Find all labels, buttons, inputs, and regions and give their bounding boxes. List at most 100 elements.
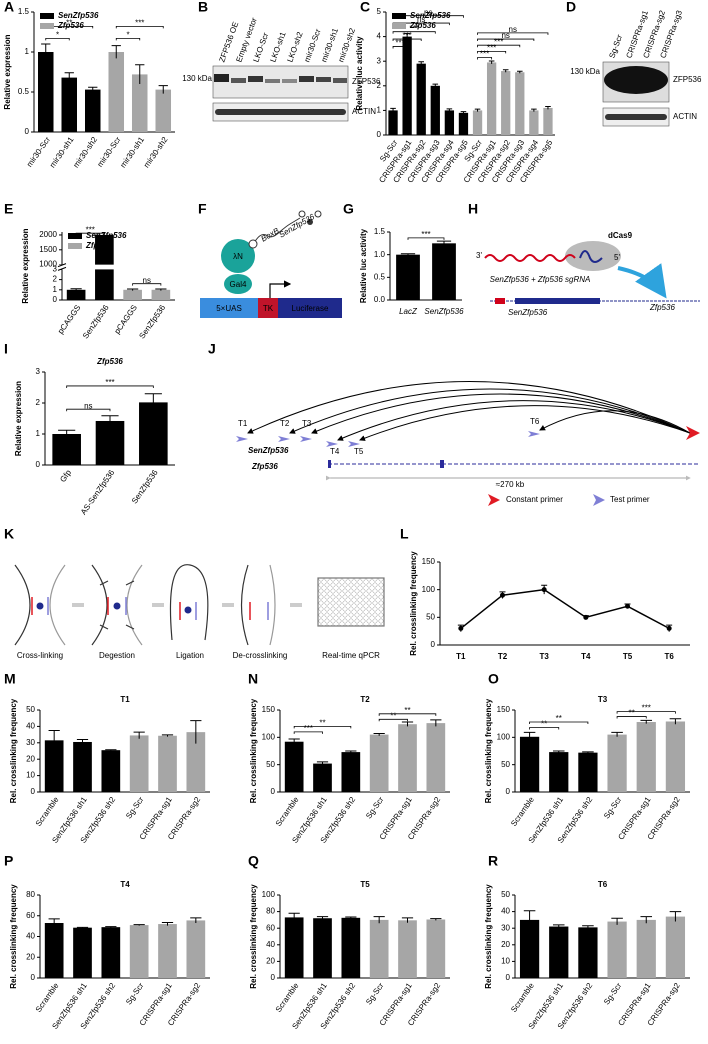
lane-label: LKO-sh1 bbox=[268, 30, 287, 63]
chromatin bbox=[126, 564, 143, 646]
legend-label: SenZfp536 bbox=[86, 231, 127, 240]
y-axis-label: Relative luc activity bbox=[359, 228, 368, 303]
x-tick-label: SenZfp536 bbox=[130, 468, 160, 506]
chromatin bbox=[49, 564, 66, 646]
chromatin bbox=[240, 564, 249, 646]
rna-bead bbox=[298, 210, 306, 218]
error-bar bbox=[76, 739, 89, 745]
bar bbox=[341, 752, 361, 792]
error-bar bbox=[611, 917, 623, 925]
lane-label: Sg-Scr bbox=[607, 33, 624, 59]
panel-label: B bbox=[198, 0, 208, 15]
error-bar bbox=[523, 910, 536, 930]
bar bbox=[44, 923, 64, 978]
rna-bead bbox=[314, 210, 322, 218]
x-tick-label: Gfp bbox=[58, 468, 73, 484]
luciferase-box bbox=[278, 298, 342, 318]
step-label: Cross-linking bbox=[17, 651, 63, 660]
panel-label: C bbox=[360, 0, 370, 15]
y-tick-label: 60 bbox=[26, 911, 35, 920]
bar bbox=[186, 732, 206, 792]
sgrna-loop bbox=[579, 250, 603, 263]
y-axis-label: Relative expression bbox=[3, 34, 12, 109]
bar bbox=[95, 420, 125, 465]
bar bbox=[636, 722, 656, 792]
y-tick-label: 3 bbox=[36, 367, 41, 376]
y-axis-label: Rel. crosslinking frequency bbox=[249, 698, 258, 803]
panel-label: A bbox=[4, 0, 14, 15]
significance-label: ns bbox=[417, 15, 425, 24]
y-tick-label: 0.5 bbox=[374, 272, 386, 281]
error-bar bbox=[430, 918, 442, 921]
bar bbox=[515, 72, 525, 135]
panel-label: N bbox=[248, 671, 258, 687]
break-mark bbox=[57, 263, 67, 271]
error-bar bbox=[373, 733, 385, 736]
constant-primer bbox=[686, 426, 700, 440]
error-bar bbox=[127, 288, 139, 291]
band-label: ACTIN bbox=[673, 112, 697, 121]
bar bbox=[108, 52, 125, 132]
y-tick-label: 1.5 bbox=[374, 227, 386, 236]
point bbox=[500, 592, 505, 598]
bar bbox=[158, 924, 177, 978]
error-bar bbox=[488, 60, 495, 64]
y-tick-label: 10 bbox=[501, 957, 510, 966]
error-bar bbox=[133, 924, 145, 926]
blot-band bbox=[214, 74, 229, 82]
error-bar bbox=[373, 916, 385, 924]
error-bar bbox=[316, 916, 329, 920]
significance-label: ** bbox=[66, 19, 72, 28]
error-bar bbox=[502, 69, 509, 73]
test-primer bbox=[236, 436, 248, 442]
significance-bracket bbox=[477, 32, 549, 35]
element-label: 5×UAS bbox=[216, 304, 242, 313]
primer-label: T2 bbox=[280, 419, 290, 428]
y-tick-label: 0 bbox=[506, 787, 511, 796]
significance-label: * bbox=[56, 31, 59, 40]
error-bar bbox=[190, 720, 202, 744]
chart-title: T5 bbox=[360, 880, 370, 889]
bar bbox=[37, 52, 54, 132]
y-tick-label: 0 bbox=[431, 640, 436, 649]
panel-label: P bbox=[4, 853, 13, 869]
error-bar bbox=[345, 916, 357, 919]
panel-label: G bbox=[343, 201, 354, 217]
x-tick-label: T4 bbox=[581, 652, 591, 661]
gal4 bbox=[224, 274, 252, 294]
gene-exon bbox=[495, 298, 505, 304]
bar bbox=[416, 63, 426, 135]
y-tick-label: 80 bbox=[266, 907, 275, 916]
bar bbox=[486, 62, 497, 135]
x-tick-label: Sg-Scr bbox=[602, 795, 624, 820]
error-bar bbox=[401, 721, 414, 727]
bar bbox=[73, 741, 92, 792]
x-tick-label: Sg-Scr bbox=[602, 981, 624, 1006]
y-tick-label: 0 bbox=[31, 973, 36, 982]
chromatin bbox=[269, 564, 276, 646]
y-tick-label: 2000 bbox=[39, 230, 57, 239]
chart-title: T3 bbox=[598, 695, 608, 704]
chart-title: T6 bbox=[598, 880, 608, 889]
y-tick-label: 1500 bbox=[39, 245, 57, 254]
y-tick-label: 150 bbox=[497, 705, 511, 714]
significance-bracket bbox=[616, 716, 647, 719]
x-tick-label: Scramble bbox=[274, 795, 301, 828]
y-tick-label: 100 bbox=[262, 890, 276, 899]
tk-box bbox=[258, 298, 278, 318]
significance-label: *** bbox=[487, 43, 496, 52]
gene-label: Zfp536 bbox=[649, 303, 675, 312]
panel-label: I bbox=[4, 341, 8, 357]
x-tick-label: SenZfp536 bbox=[137, 303, 167, 341]
bar bbox=[341, 917, 361, 978]
significance-bracket bbox=[115, 38, 141, 41]
panel-label: D bbox=[566, 0, 576, 15]
bar bbox=[529, 110, 539, 135]
diagram-k bbox=[14, 564, 385, 646]
sgrna bbox=[484, 254, 576, 262]
panel-label: M bbox=[4, 671, 16, 687]
error-bar bbox=[48, 918, 60, 928]
bar bbox=[519, 736, 540, 792]
error-bar bbox=[158, 85, 168, 94]
